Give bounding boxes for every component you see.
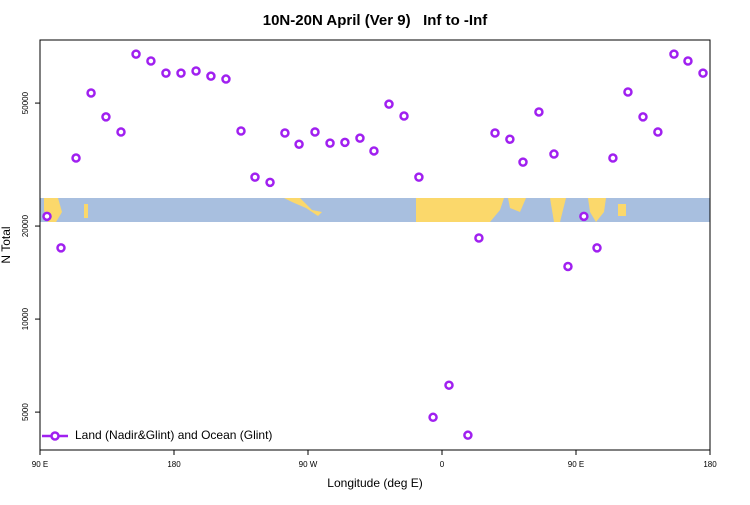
y-tick-label: 20000 [21,214,30,237]
legend-label: Land (Nadir&Glint) and Ocean (Glint) [75,428,272,442]
y-tick-label: 50000 [21,91,30,114]
data-point [698,68,708,78]
x-tick-label: 90 E [32,460,48,469]
data-point [534,107,544,117]
data-point [86,88,96,98]
data-point [549,149,559,159]
data-point [518,157,528,167]
data-point [428,412,438,423]
x-axis-label: Longitude (deg E) [327,476,422,490]
data-point [340,137,350,148]
data-point [161,68,171,78]
data-point [414,172,424,182]
data-point [384,99,394,109]
map-strip [40,198,710,222]
data-point [146,56,156,66]
data-point [463,430,473,440]
data-point [56,243,66,253]
data-point [176,68,186,78]
legend-marker [50,431,60,441]
x-tick-label: 90 E [568,460,584,469]
data-point [294,139,304,149]
data-point [638,112,648,122]
data-point [42,211,52,222]
data-point [71,153,81,163]
data-point [608,153,618,163]
data-point [310,127,320,137]
data-point [490,128,500,138]
data-point [444,380,454,390]
data-point [474,233,484,243]
data-point [221,74,231,84]
y-tick-label: 5000 [21,403,30,421]
data-point [280,128,290,138]
data-point [369,146,379,156]
data-point [355,133,365,143]
x-tick-label: 90 W [299,460,318,469]
data-point [563,261,573,272]
y-axis-label: N Total [0,226,13,263]
x-tick-label: 180 [167,460,181,469]
data-point [206,71,216,81]
data-point [623,87,633,97]
y-tick-label: 10000 [21,307,30,330]
data-point [325,138,335,148]
x-tick-label: 180 [703,460,717,469]
data-point [592,243,602,253]
data-point [101,112,111,122]
data-point [265,177,275,188]
data-point [116,127,126,137]
data-point [399,111,409,121]
data-point [579,211,589,222]
data-point [505,134,515,144]
chart-title: 10N-20N April (Ver 9) Inf to -Inf [263,12,488,29]
plot-frame [39,39,711,451]
data-point [683,56,693,66]
x-tick-label: 0 [440,460,445,469]
data-point [669,49,679,59]
data-point [250,172,260,182]
data-point [191,66,201,76]
data-point [653,127,663,137]
data-point [131,49,141,59]
data-point [236,126,246,136]
